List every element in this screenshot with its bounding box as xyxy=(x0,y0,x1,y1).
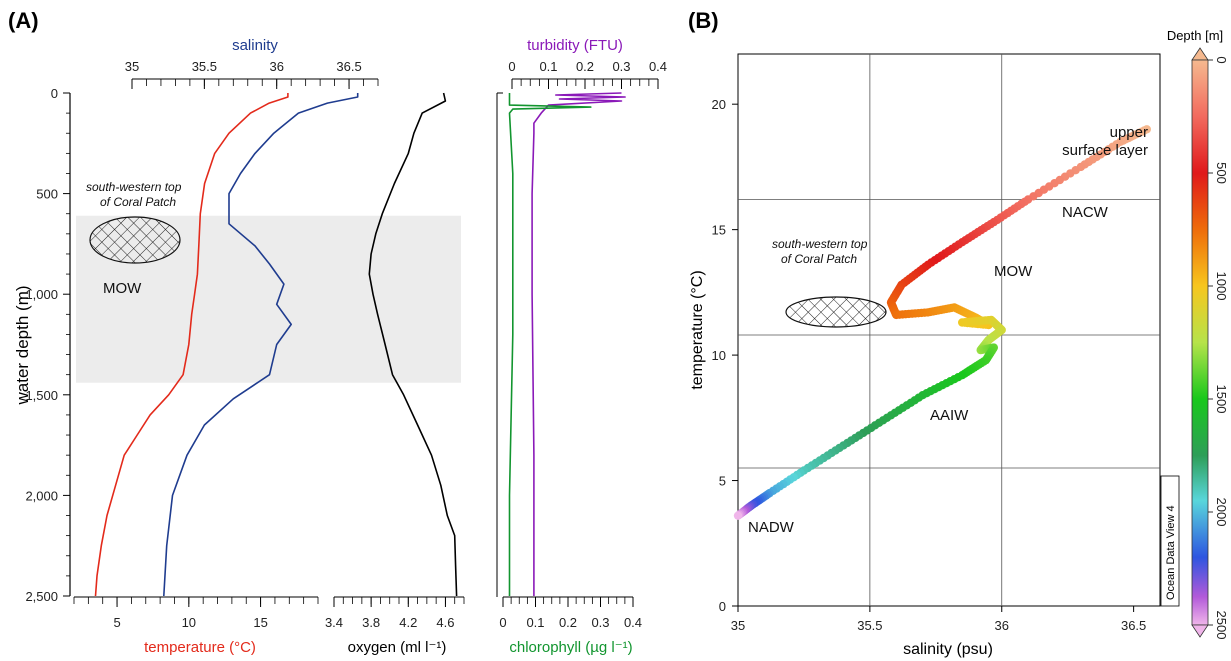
oxygen-profile-line xyxy=(368,92,458,597)
ts-scatter-points xyxy=(733,125,1152,520)
turbidity-axis: 0 0.1 0.2 0.3 0.4 xyxy=(508,59,667,89)
ts-x-ticks: 35 35.5 36 36.5 xyxy=(731,606,1146,633)
ts-plot-frame xyxy=(737,53,1161,607)
ts-y-tick-label: 10 xyxy=(712,348,726,363)
depth-tick-label: 2,500 xyxy=(25,589,58,604)
axis-tick-label: 0.1 xyxy=(526,615,544,630)
axis-tick-label: 3.4 xyxy=(325,615,343,630)
axis-tick-label: 0.4 xyxy=(649,59,667,74)
coral-patch-text-line2-b: of Coral Patch xyxy=(781,252,857,266)
colorbar-tick-label: 1000 xyxy=(1214,272,1229,301)
depth-axis-ticks: 0 500 1,000 1,500 2,000 2,500 xyxy=(25,86,70,604)
axis-tick-label: 35 xyxy=(125,59,139,74)
axis-tick-label: 5 xyxy=(113,615,120,630)
turbidity-axis-title: turbidity (FTU) xyxy=(527,37,623,54)
profile-curves xyxy=(94,92,626,597)
mow-label-b: MOW xyxy=(994,263,1033,280)
axis-tick-label: 0.4 xyxy=(624,615,642,630)
ts-y-tick-label: 15 xyxy=(712,223,726,238)
nadw-label: NADW xyxy=(748,519,795,536)
colorbar-tick-label: 1500 xyxy=(1214,385,1229,414)
temperature-profile-line xyxy=(94,93,289,597)
ts-x-tick-label: 36.5 xyxy=(1121,618,1146,633)
colorbar-tick-label: 500 xyxy=(1214,162,1229,184)
axis-tick-label: 4.6 xyxy=(436,615,454,630)
axis-tick-label: 15 xyxy=(253,615,267,630)
credit-text: Ocean Data View 4 xyxy=(1165,505,1177,600)
ts-y-tick-label: 5 xyxy=(719,474,726,489)
ts-y-axis-title: temperature (°C) xyxy=(689,270,706,389)
depth-tick-label: 500 xyxy=(36,187,58,202)
colorbar-tick-label: 0 xyxy=(1214,56,1229,63)
depth-axis-title: water depth (m) xyxy=(13,285,32,405)
colorbar-top-arrow xyxy=(1191,47,1209,61)
turbidity-profile-line xyxy=(531,92,626,596)
axis-tick-label: 10 xyxy=(182,615,196,630)
axis-tick-label: 36 xyxy=(269,59,283,74)
depth-tick-label: 0 xyxy=(51,86,58,101)
credit-box xyxy=(1160,475,1180,607)
mow-label-a: MOW xyxy=(103,280,142,297)
colorbar-tick-label: 2000 xyxy=(1214,498,1229,527)
chlorophyll-axis: 0 0.1 0.2 0.3 0.4 xyxy=(496,92,642,630)
ts-x-tick-label: 36 xyxy=(995,618,1009,633)
nacw-label: NACW xyxy=(1062,204,1109,221)
upper-label-line2: surface layer xyxy=(1062,142,1148,159)
colorbar-ticks: 0 500 1000 1500 2000 2500 xyxy=(1208,56,1229,639)
depth-tick-label: 2,000 xyxy=(25,488,58,503)
axis-tick-label: 3.8 xyxy=(362,615,380,630)
ts-x-tick-label: 35 xyxy=(731,618,745,633)
axis-tick-label: 0.3 xyxy=(591,615,609,630)
axis-tick-label: 0.1 xyxy=(539,59,557,74)
colorbar-title: Depth [m] xyxy=(1167,28,1223,43)
axis-tick-label: 0.2 xyxy=(576,59,594,74)
axis-tick-label: 36.5 xyxy=(336,59,361,74)
axis-tick-label: 4.2 xyxy=(399,615,417,630)
colorbar-bottom-arrow xyxy=(1191,624,1209,638)
coral-patch-text-line1-b: south-western top xyxy=(772,237,868,251)
chlorophyll-profile-line xyxy=(508,93,592,596)
coral-patch-hatched-ellipse-b xyxy=(785,296,887,328)
salinity-axis-title: salinity xyxy=(232,37,278,54)
temperature-axis-title: temperature (°C) xyxy=(144,639,256,656)
coral-patch-hatched-ellipse-a xyxy=(89,216,181,264)
oxygen-axis: 3.4 3.8 4.2 4.6 xyxy=(325,596,465,630)
colorbar xyxy=(1191,59,1209,626)
depth-tick-label: 1,000 xyxy=(25,287,58,302)
ts-y-tick-label: 20 xyxy=(712,97,726,112)
salinity-axis: 35 35.5 36 36.5 xyxy=(125,59,379,89)
depth-tick-label: 1,500 xyxy=(25,388,58,403)
chlorophyll-axis-title: chlorophyll (µg l⁻¹) xyxy=(509,639,632,656)
ts-gridlines xyxy=(738,54,1160,606)
ts-y-tick-label: 0 xyxy=(719,599,726,614)
panel-b-label: (B) xyxy=(688,8,719,33)
upper-label-line1: upper xyxy=(1110,124,1148,141)
temperature-axis: 5 10 15 xyxy=(73,596,319,630)
axis-tick-label: 0.3 xyxy=(612,59,630,74)
salinity-profile-line xyxy=(163,93,359,597)
coral-patch-text-line1-a: south-western top xyxy=(86,180,182,194)
ts-y-ticks: 0 5 10 15 20 xyxy=(712,97,738,614)
ts-x-axis-title: salinity (psu) xyxy=(903,641,993,658)
aaiw-label: AAIW xyxy=(930,407,969,424)
axis-tick-label: 0 xyxy=(508,59,515,74)
axis-tick-label: 0.2 xyxy=(559,615,577,630)
axis-tick-label: 0 xyxy=(499,615,506,630)
ts-data-point xyxy=(733,511,743,520)
axis-tick-label: 35.5 xyxy=(192,59,217,74)
panel-a-label: (A) xyxy=(8,8,39,33)
colorbar-tick-label: 2500 xyxy=(1214,611,1229,640)
ts-x-tick-label: 35.5 xyxy=(857,618,882,633)
coral-patch-text-line2-a: of Coral Patch xyxy=(100,195,176,209)
oxygen-axis-title: oxygen (ml l⁻¹) xyxy=(348,639,447,656)
